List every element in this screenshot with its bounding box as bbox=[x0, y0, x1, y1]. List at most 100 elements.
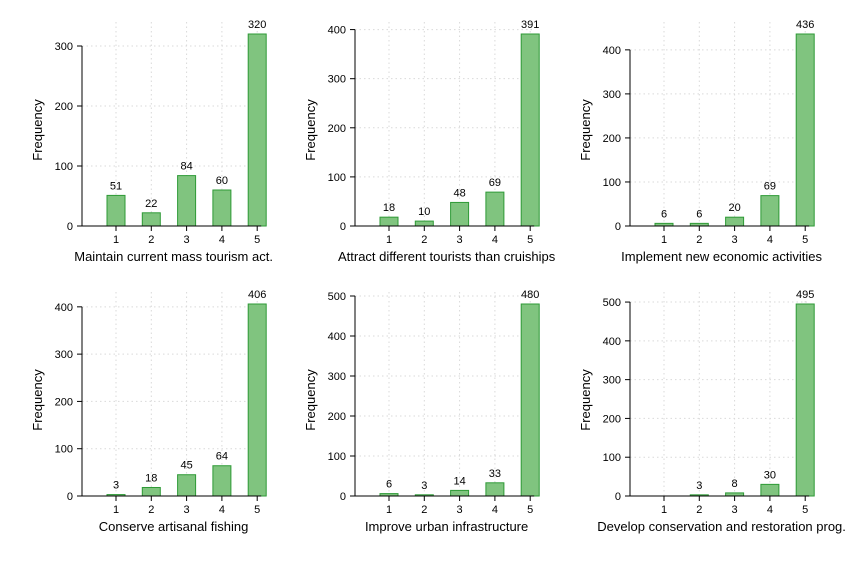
y-tick-label: 300 bbox=[603, 375, 621, 387]
bar bbox=[450, 489, 470, 497]
bar bbox=[414, 220, 434, 227]
x-axis-title: Maintain current mass tourism act. bbox=[74, 249, 273, 264]
y-axis-title: Frequency bbox=[578, 99, 593, 161]
x-tick-label: 1 bbox=[386, 504, 392, 516]
x-tick-label: 4 bbox=[219, 234, 225, 246]
y-tick-label: 300 bbox=[328, 74, 346, 86]
x-axis-title: Implement new economic activities bbox=[621, 249, 822, 264]
x-tick-label: 3 bbox=[732, 504, 738, 516]
y-axis-title: Frequency bbox=[30, 369, 45, 431]
x-tick-label: 3 bbox=[732, 234, 738, 246]
y-tick-label: 0 bbox=[615, 221, 621, 233]
data-label: 14 bbox=[453, 475, 465, 487]
x-axis-title: Attract different tourists than cruiship… bbox=[338, 249, 556, 264]
data-label: 69 bbox=[489, 177, 501, 189]
chart-panel-5: 6 3 14 33 480 0 100 200 300 400 500 1 2 3 4 5 Frequency I… bbox=[303, 289, 540, 534]
data-label: 18 bbox=[145, 472, 157, 484]
chart-panel-1: 51 22 84 60 320 0 100 200 300 1 2 3 4 5 Frequency Maint… bbox=[30, 19, 273, 264]
data-label: 69 bbox=[764, 181, 776, 193]
x-tick-label: 3 bbox=[184, 504, 190, 516]
data-label: 64 bbox=[216, 451, 228, 463]
bar bbox=[795, 33, 815, 227]
bar bbox=[177, 175, 197, 227]
y-axis-title: Frequency bbox=[578, 369, 593, 431]
x-tick-label: 5 bbox=[254, 234, 260, 246]
x-tick-label: 3 bbox=[457, 504, 463, 516]
y-tick-label: 500 bbox=[328, 291, 346, 303]
bar bbox=[141, 486, 161, 497]
bar bbox=[795, 303, 815, 497]
data-label: 406 bbox=[248, 289, 266, 301]
y-tick-label: 100 bbox=[328, 451, 346, 463]
x-tick-label: 2 bbox=[421, 504, 427, 516]
x-tick-label: 4 bbox=[767, 504, 773, 516]
x-tick-label: 3 bbox=[184, 234, 190, 246]
bar bbox=[485, 482, 505, 497]
y-tick-label: 400 bbox=[603, 45, 621, 57]
chart-panel-3: 6 6 20 69 436 0 100 200 300 400 1 2 3 4 5 Frequency Impl… bbox=[578, 19, 823, 264]
x-tick-label: 2 bbox=[148, 234, 154, 246]
bar bbox=[520, 33, 540, 227]
x-tick-label: 4 bbox=[492, 234, 498, 246]
y-tick-label: 100 bbox=[55, 444, 73, 456]
bar bbox=[212, 189, 232, 227]
data-label: 436 bbox=[796, 19, 814, 31]
data-label: 6 bbox=[386, 479, 392, 491]
y-tick-label: 200 bbox=[55, 396, 73, 408]
y-tick-label: 200 bbox=[328, 411, 346, 423]
bar bbox=[760, 195, 780, 227]
data-label: 391 bbox=[521, 19, 539, 31]
data-label: 22 bbox=[145, 198, 157, 210]
y-tick-label: 500 bbox=[603, 297, 621, 309]
bar bbox=[247, 303, 267, 497]
data-label: 320 bbox=[248, 19, 266, 31]
bar bbox=[106, 194, 126, 227]
bar bbox=[141, 212, 161, 227]
x-tick-label: 4 bbox=[492, 504, 498, 516]
x-tick-label: 2 bbox=[696, 234, 702, 246]
bar bbox=[450, 201, 470, 227]
y-tick-label: 100 bbox=[603, 452, 621, 464]
bar bbox=[760, 483, 780, 497]
data-label: 45 bbox=[180, 460, 192, 472]
bar bbox=[212, 465, 232, 497]
y-tick-label: 0 bbox=[67, 221, 73, 233]
data-label: 51 bbox=[110, 180, 122, 192]
data-label: 6 bbox=[696, 208, 702, 220]
x-axis-title: Improve urban infrastructure bbox=[365, 519, 528, 534]
data-label: 3 bbox=[421, 480, 427, 492]
y-tick-label: 300 bbox=[55, 41, 73, 53]
bar bbox=[485, 191, 505, 227]
y-tick-label: 200 bbox=[603, 133, 621, 145]
data-label: 3 bbox=[113, 480, 119, 492]
y-tick-label: 400 bbox=[328, 331, 346, 343]
x-tick-label: 5 bbox=[802, 504, 808, 516]
data-label: 20 bbox=[728, 202, 740, 214]
data-label: 480 bbox=[521, 289, 539, 301]
y-tick-label: 400 bbox=[328, 25, 346, 37]
bar bbox=[725, 216, 745, 227]
y-tick-label: 300 bbox=[328, 371, 346, 383]
data-label: 84 bbox=[180, 161, 192, 173]
bar bbox=[247, 33, 267, 227]
y-tick-label: 200 bbox=[328, 123, 346, 135]
data-label: 30 bbox=[764, 469, 776, 481]
x-tick-label: 1 bbox=[113, 504, 119, 516]
y-tick-label: 400 bbox=[603, 336, 621, 348]
x-tick-label: 1 bbox=[113, 234, 119, 246]
bar bbox=[379, 216, 399, 227]
x-tick-label: 4 bbox=[219, 504, 225, 516]
x-tick-label: 5 bbox=[254, 504, 260, 516]
y-tick-label: 100 bbox=[603, 177, 621, 189]
y-tick-label: 0 bbox=[615, 491, 621, 503]
y-axis-title: Frequency bbox=[303, 369, 318, 431]
data-label: 18 bbox=[383, 202, 395, 214]
y-tick-label: 300 bbox=[55, 349, 73, 361]
x-tick-label: 2 bbox=[696, 504, 702, 516]
data-label: 3 bbox=[696, 480, 702, 492]
x-tick-label: 5 bbox=[527, 234, 533, 246]
x-tick-label: 4 bbox=[767, 234, 773, 246]
bar bbox=[177, 474, 197, 497]
